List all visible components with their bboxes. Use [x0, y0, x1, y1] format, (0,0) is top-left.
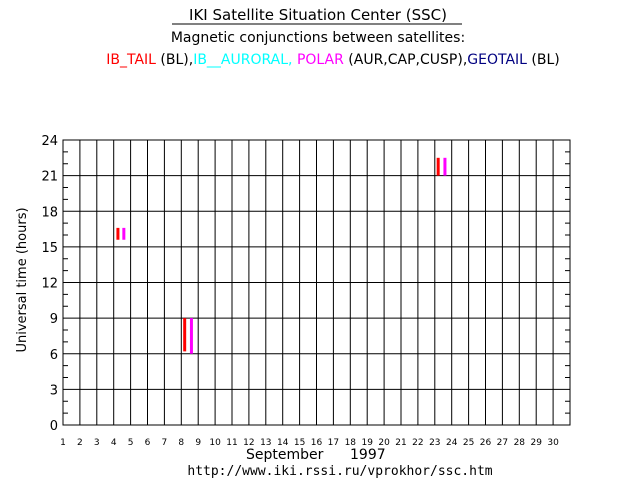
x-tick-label: 13 — [260, 438, 271, 448]
x-tick-label: 11 — [226, 438, 237, 448]
x-tick-label: 1 — [60, 438, 66, 448]
x-tick-label: 24 — [446, 438, 458, 448]
x-tick-label: 25 — [463, 438, 474, 448]
legend-segment: IB__AURORAL, — [193, 52, 292, 68]
conjunction-bar-polar — [443, 157, 447, 176]
x-tick-label: 15 — [294, 438, 305, 448]
y-tick-label: 24 — [41, 134, 58, 149]
conjunction-bar-ib-tail — [116, 227, 120, 240]
x-tick-label: 23 — [429, 438, 440, 448]
x-tick-label: 17 — [328, 438, 339, 448]
x-tick-label: 22 — [412, 438, 423, 448]
legend-segment: GEOTAIL — [467, 52, 527, 68]
y-tick-label: 0 — [50, 419, 58, 434]
y-tick-label: 21 — [41, 170, 58, 185]
legend-segment: (BL) — [527, 52, 560, 68]
x-tick-label: 5 — [128, 438, 134, 448]
y-axis-label: Universal time (hours) — [15, 207, 30, 352]
y-tick-label: 3 — [50, 383, 58, 398]
conjunction-bar-polar — [189, 318, 193, 354]
conjunction-bar-ib-tail — [436, 157, 440, 176]
x-tick-label: 14 — [277, 438, 289, 448]
legend-line: IB_TAIL (BL),IB__AURORAL, POLAR (AUR,CAP… — [106, 52, 560, 68]
chart-subtitle: Magnetic conjunctions between satellites… — [171, 30, 465, 46]
legend-segment: (BL), — [156, 52, 193, 68]
source-url: http://www.iki.rssi.ru/vprokhor/ssc.htm — [187, 464, 492, 479]
x-tick-label: 12 — [243, 438, 254, 448]
x-tick-label: 30 — [547, 438, 559, 448]
x-axis-month: September — [246, 447, 324, 463]
y-tick-label: 6 — [50, 348, 58, 363]
x-axis-year: 1997 — [350, 447, 386, 463]
x-tick-label: 29 — [530, 438, 542, 448]
legend-segment: (AUR,CAP,CUSP), — [344, 52, 467, 68]
x-tick-label: 16 — [311, 438, 323, 448]
legend-segment: IB_TAIL — [106, 52, 156, 68]
chart-title: IKI Satellite Situation Center (SSC) — [189, 6, 447, 24]
x-tick-label: 4 — [111, 438, 117, 448]
x-tick-label: 6 — [145, 438, 151, 448]
x-tick-label: 19 — [361, 438, 373, 448]
x-tick-label: 28 — [514, 438, 526, 448]
x-tick-label: 7 — [162, 438, 168, 448]
y-tick-label: 18 — [41, 205, 58, 220]
y-tick-label: 12 — [41, 277, 58, 292]
x-tick-label: 3 — [94, 438, 100, 448]
x-tick-label: 9 — [195, 438, 201, 448]
conjunction-bar-ib-tail — [183, 318, 187, 352]
x-tick-label: 21 — [395, 438, 406, 448]
x-tick-label: 26 — [480, 438, 492, 448]
y-tick-label: 15 — [41, 241, 58, 256]
x-tick-label: 8 — [178, 438, 184, 448]
y-tick-label: 9 — [50, 312, 58, 327]
x-tick-label: 10 — [209, 438, 221, 448]
x-tick-label: 27 — [497, 438, 508, 448]
x-tick-label: 2 — [77, 438, 83, 448]
conjunction-bar-polar — [122, 227, 126, 240]
x-tick-label: 18 — [345, 438, 357, 448]
x-tick-label: 20 — [378, 438, 390, 448]
legend-segment: POLAR — [293, 52, 345, 68]
